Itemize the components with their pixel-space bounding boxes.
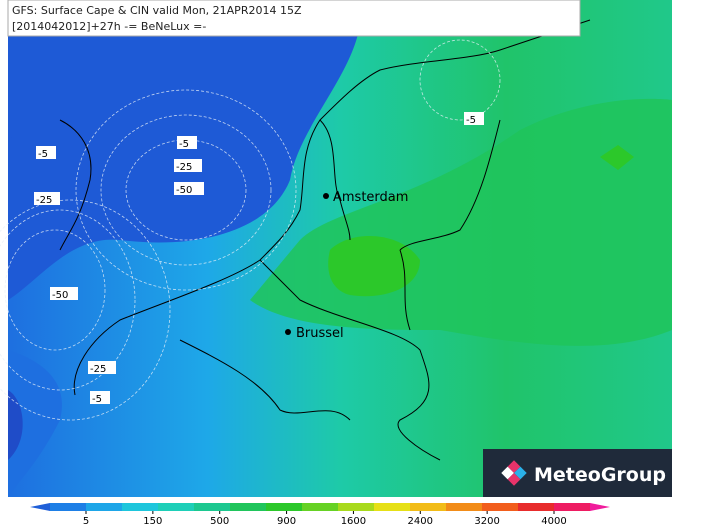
contour-label: -5 [179,139,189,150]
cin-contours [0,39,501,421]
colorbar-tick-label: 5 [83,516,89,526]
map-fill [8,0,672,497]
city-marker [285,329,291,335]
city-label: Amsterdam [333,190,408,205]
colorbar-segment [338,503,375,511]
colorbar-segment [266,503,303,511]
colorbar-segment [374,503,411,511]
colorbar-segment [122,503,159,511]
colorbar-segment [410,503,447,511]
colorbar-segment [194,503,231,511]
header-line: [2014042012]+27h -= BeNeLux =- [12,20,206,33]
colorbar-end [30,503,50,511]
contour-label: -50 [176,185,192,196]
contour-label: -25 [90,364,106,375]
header-box [7,0,581,37]
contour-label: -5 [466,115,476,126]
contour-label: -25 [176,162,192,173]
colorbar-segment [554,503,591,511]
colorbar-end [590,503,610,511]
colorbar-tick-label: 3200 [474,516,499,526]
city-label: Brussel [296,326,344,341]
contour-label: -50 [52,290,68,301]
colorbar: 5 150 500 900 1600 2400 3200 4000 [30,503,610,527]
header-line: GFS: Surface Cape & CIN valid Mon, 21APR… [12,4,302,17]
colorbar-tick-label: 2400 [408,516,433,526]
colorbar-tick-label: 500 [210,516,229,526]
contour-label: -25 [36,195,52,206]
colorbar-segment [86,503,123,511]
contour-label: -5 [38,149,48,160]
contour-labels: -5 -25 -50 -5 -25 -50 -25 -5 -5 [34,112,484,405]
city-marker [323,193,329,199]
contour-label: -5 [92,394,102,405]
colorbar-segment [518,503,555,511]
colorbar-segment [482,503,519,511]
colorbar-segment [302,503,339,511]
colorbar-segment [446,503,483,511]
colorbar-tick-label: 1600 [341,516,366,526]
colorbar-tick-label: 4000 [541,516,566,526]
colorbar-segment [230,503,267,511]
colorbar-tick-label: 900 [277,516,296,526]
colorbar-segment [158,503,195,511]
colorbar-tick-label: 150 [143,516,162,526]
logo-text: MeteoGroup [534,464,666,486]
borders [59,19,591,461]
colorbar-segment [50,503,87,511]
